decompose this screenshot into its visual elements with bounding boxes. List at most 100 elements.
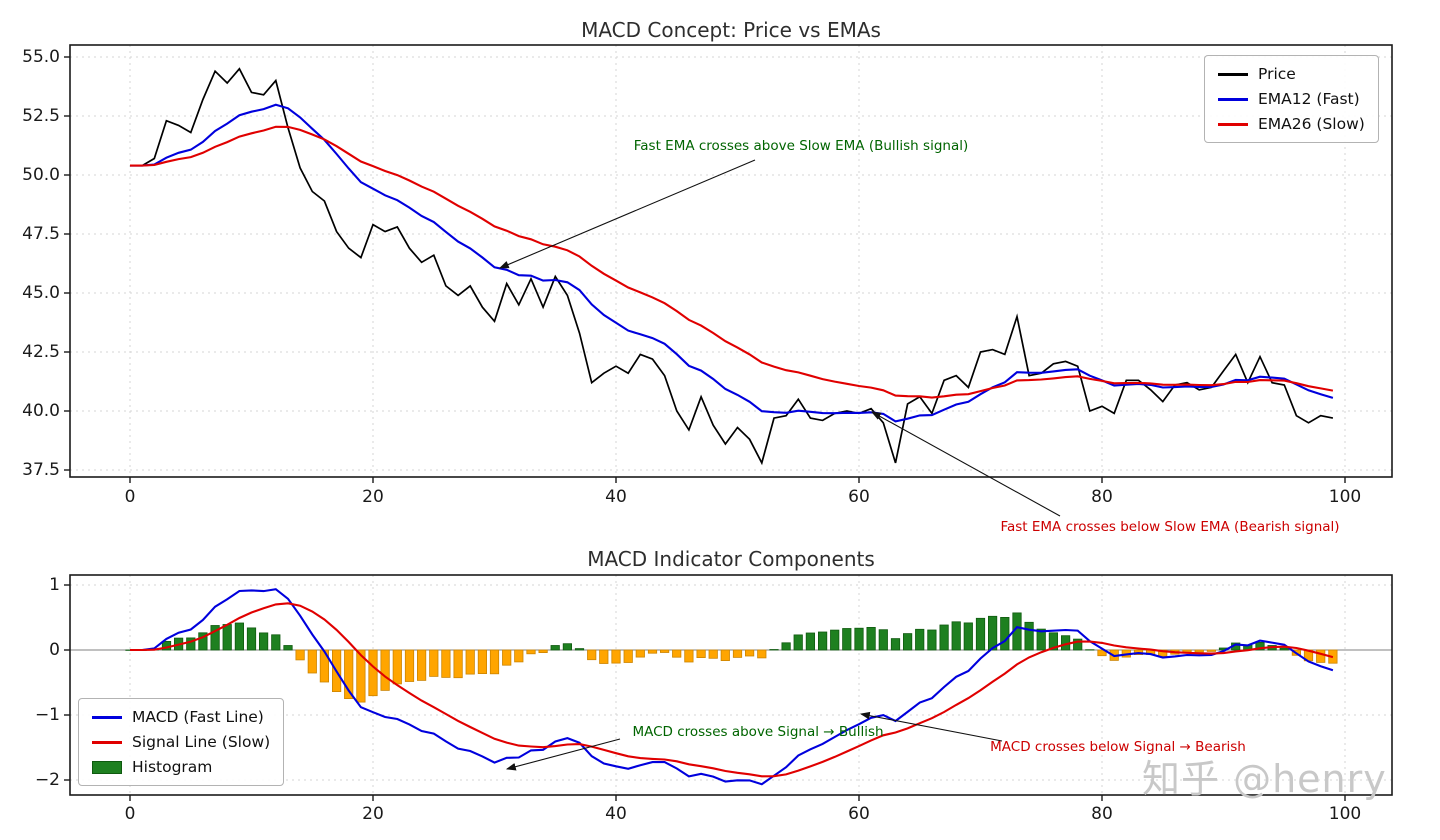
tick-label: 40 <box>605 804 627 824</box>
histogram-bar <box>878 629 888 651</box>
axes-spine <box>69 574 1393 796</box>
histogram-bar <box>951 621 961 651</box>
tick-label: 100 <box>1328 804 1362 824</box>
legend-label-ema12: EMA12 (Fast) <box>1258 90 1360 108</box>
annotation-arrow <box>505 738 621 771</box>
histogram-bar <box>295 649 305 661</box>
legend-item-histogram: Histogram <box>92 758 270 776</box>
tick-label: 60 <box>848 487 870 507</box>
histogram-bar <box>271 634 281 651</box>
histogram-bar <box>574 648 585 651</box>
histogram-bar <box>186 637 196 651</box>
tick-label: 40.0 <box>22 401 60 421</box>
histogram-bar <box>441 649 451 678</box>
histogram-bar <box>380 649 390 691</box>
histogram-bar <box>757 649 767 659</box>
tick-label: 1 <box>49 575 60 595</box>
histogram-bar <box>903 633 913 651</box>
annotation-bearish-macd-cross: MACD crosses below Signal → Bearish <box>990 739 1246 755</box>
legend-label-ema26: EMA26 (Slow) <box>1258 115 1365 133</box>
histogram-bar <box>1158 649 1168 657</box>
annotation-arrow <box>859 711 1003 742</box>
histogram-bar <box>1279 647 1289 651</box>
annotation-bearish-ema-cross: Fast EMA crosses below Slow EMA (Bearish… <box>1000 519 1340 535</box>
histogram-bar <box>514 649 524 663</box>
histogram-bar <box>283 645 293 651</box>
tick-label: 42.5 <box>22 342 60 362</box>
histogram-bar <box>453 649 463 679</box>
tick-label: 100 <box>1328 487 1362 507</box>
histogram-bar <box>623 649 633 663</box>
histogram-bar <box>805 632 816 651</box>
tick-label: 60 <box>848 804 870 824</box>
histogram-bar <box>562 643 573 651</box>
histogram-bar <box>781 642 791 651</box>
histogram-bar <box>416 649 427 681</box>
histogram-bar <box>660 649 670 653</box>
top-chart-legend: Price EMA12 (Fast) EMA26 (Slow) <box>1204 55 1379 143</box>
histogram-bar <box>684 649 694 663</box>
legend-label-price: Price <box>1258 65 1296 83</box>
legend-item-ema26: EMA26 (Slow) <box>1218 115 1365 133</box>
histogram-bar <box>635 649 645 658</box>
histogram-bar <box>1255 641 1265 651</box>
top-chart-title: MACD Concept: Price vs EMAs <box>581 18 881 42</box>
histogram-bar <box>842 628 852 651</box>
tick-label: 55.0 <box>22 47 60 67</box>
histogram-bar <box>1194 649 1204 653</box>
histogram-bar <box>356 649 366 703</box>
legend-item-price: Price <box>1218 65 1365 83</box>
histogram-bar <box>502 649 512 666</box>
tick-label: 52.5 <box>22 106 60 126</box>
legend-label-signal: Signal Line (Slow) <box>132 733 271 751</box>
histogram-bar <box>198 632 208 651</box>
histogram-bar <box>732 649 743 658</box>
tick-label: 45.0 <box>22 283 60 303</box>
histogram-bar <box>1206 649 1216 652</box>
histogram-bar <box>489 649 500 675</box>
annotation-arrow <box>871 411 1061 517</box>
macd-line <box>130 588 1334 786</box>
tick-label: 80 <box>1091 487 1113 507</box>
histogram-bar <box>745 649 755 657</box>
ema12-line <box>130 103 1334 423</box>
watermark: 知乎 @henry <box>1142 757 1387 801</box>
histogram-bar <box>818 631 828 651</box>
histogram-bar <box>1036 628 1046 651</box>
histogram-bar <box>708 649 718 659</box>
price-line-swatch <box>1218 72 1248 76</box>
signal-line <box>130 602 1334 778</box>
histogram-bar <box>793 634 803 651</box>
histogram-bar <box>1097 649 1107 657</box>
histogram-bar <box>599 649 609 664</box>
histogram-bar <box>368 649 378 697</box>
tick-label: −2 <box>34 770 60 790</box>
annotation-bullish-ema-cross: Fast EMA crosses above Slow EMA (Bullish… <box>633 138 969 154</box>
histogram-bar <box>246 627 257 651</box>
annotation-arrow <box>498 159 756 269</box>
bottom-chart-title: MACD Indicator Components <box>587 547 875 571</box>
histogram-bar <box>915 628 925 651</box>
histogram-bar <box>672 649 682 658</box>
histogram-bar <box>258 632 269 651</box>
histogram-bar <box>1024 621 1034 651</box>
annotation-bullish-macd-cross: MACD crosses above Signal → Bullish <box>632 724 884 740</box>
histogram-bar <box>550 645 560 651</box>
bottom-chart-legend: MACD (Fast Line) Signal Line (Slow) Hist… <box>78 698 285 786</box>
histogram-bar <box>939 624 949 651</box>
histogram-bar <box>1000 617 1010 651</box>
histogram-bar <box>769 649 779 651</box>
histogram-bar <box>404 649 415 682</box>
tick-label: 0 <box>49 640 60 660</box>
histogram-bar <box>587 649 597 661</box>
histogram-bar <box>975 617 986 651</box>
tick-label: 20 <box>362 804 384 824</box>
signal-line-swatch <box>92 740 122 744</box>
tick-label: 37.5 <box>22 460 60 480</box>
legend-item-macd: MACD (Fast Line) <box>92 708 270 726</box>
histogram-bar <box>696 649 706 658</box>
macd-line-swatch <box>92 715 122 719</box>
histogram-bar <box>963 622 973 651</box>
tick-label: −1 <box>34 705 60 725</box>
